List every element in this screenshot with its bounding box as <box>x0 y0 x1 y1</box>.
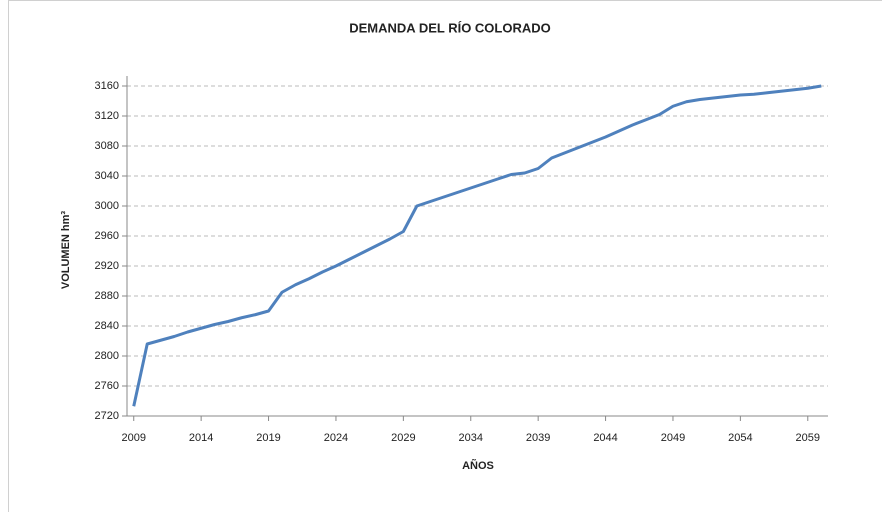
chart-frame <box>8 0 882 512</box>
x-tick-label: 2024 <box>324 432 348 444</box>
x-tick-label: 2029 <box>391 432 415 444</box>
y-tick-label: 3080 <box>95 140 119 152</box>
x-axis-title: AÑOS <box>462 459 494 472</box>
y-tick-label: 2840 <box>95 320 119 332</box>
y-tick-label: 3160 <box>95 80 119 92</box>
y-tick-label: 2800 <box>95 350 119 362</box>
x-tick-label: 2014 <box>189 432 213 444</box>
line-series <box>132 84 822 407</box>
x-tick-label: 2019 <box>256 432 280 444</box>
y-tick-label: 2880 <box>95 290 119 302</box>
y-axis-title: VOLUMEN hm³ <box>60 211 72 290</box>
y-tick-label: 2760 <box>95 380 119 392</box>
x-tick-label: 2034 <box>459 432 483 444</box>
x-tick-label: 2044 <box>593 432 617 444</box>
y-tick-label: 2960 <box>95 230 119 242</box>
y-tick-label: 2920 <box>95 260 119 272</box>
x-tick-label: 2054 <box>728 432 752 444</box>
chart-title: DEMANDA DEL RÍO COLORADO <box>349 20 551 35</box>
x-tick-label: 2059 <box>796 432 820 444</box>
y-tick-label: 3040 <box>95 170 119 182</box>
y-tick-label: 2720 <box>95 410 119 422</box>
y-tick-label: 3120 <box>95 110 119 122</box>
x-tick-label: 2049 <box>661 432 685 444</box>
x-tick-label: 2039 <box>526 432 550 444</box>
y-tick-label: 3000 <box>95 200 119 212</box>
x-tick-label: 2009 <box>121 432 145 444</box>
